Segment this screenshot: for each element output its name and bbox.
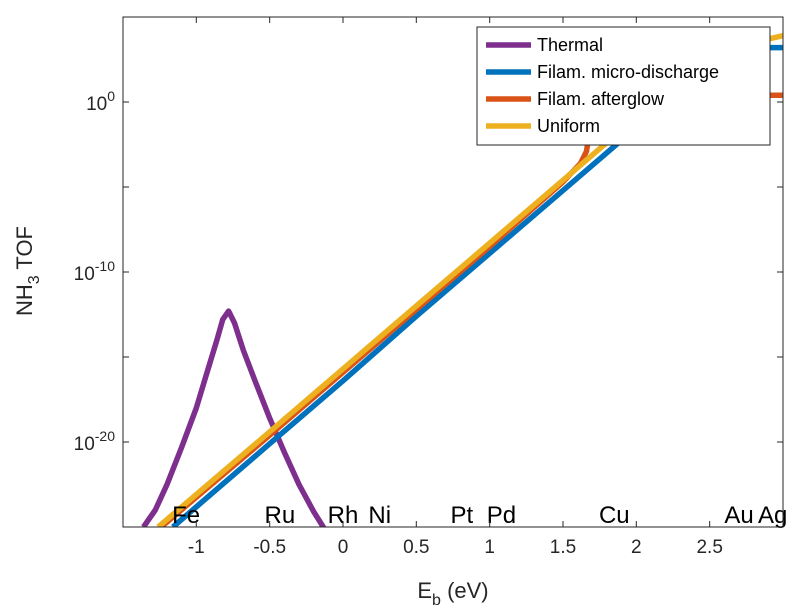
y-tick-base: 10 [86, 94, 107, 115]
x-tick-label-3: 0.5 [403, 537, 429, 558]
y-axis-label-subscript: 3 [26, 275, 43, 284]
x-axis-label-main: E [417, 578, 432, 603]
x-tick-label-5: 1.5 [550, 537, 576, 558]
legend-entries: Thermal Filam. micro-discharge Filam. afte… [486, 35, 719, 136]
element-label-1: Ru [265, 502, 296, 529]
y-tick-exponent: 0 [107, 88, 115, 104]
element-label-0: Fe [172, 502, 200, 529]
x-axis-label-unit: (eV) [441, 578, 489, 603]
element-label-3: Ni [368, 502, 391, 529]
element-label-5: Pd [487, 502, 516, 529]
element-label-6: Cu [599, 502, 630, 529]
legend-label-3: Uniform [537, 116, 600, 136]
y-tick-label-2: 100 [86, 88, 115, 115]
legend-label-1: Filam. micro-discharge [537, 62, 719, 82]
x-tick-label-4: 1 [484, 537, 495, 558]
y-tick-exponent: -20 [95, 428, 115, 444]
y-axis-label-main: NH [12, 284, 37, 316]
y-tick-label-0: 10-20 [74, 428, 116, 455]
legend: Thermal Filam. micro-discharge Filam. afte… [476, 26, 771, 146]
y-tick-label-1: 10-10 [74, 258, 116, 285]
x-tick-label-2: 0 [338, 537, 349, 558]
tick-layer [123, 17, 783, 527]
element-label-7: Au [724, 502, 753, 529]
y-axis-label: NH3 TOF [12, 226, 43, 316]
x-tick-label-6: 2 [631, 537, 642, 558]
y-axis-label-rest: TOF [12, 226, 37, 275]
legend-label-0: Thermal [537, 35, 603, 55]
x-tick-labels: -1 -0.5 0 0.5 1 1.5 2 2.5 [188, 537, 723, 558]
element-label-8: Ag [758, 502, 787, 529]
y-tick-exponent: -10 [95, 258, 115, 274]
x-tick-label-1: -0.5 [253, 537, 286, 558]
x-axis-label-subscript: b [432, 592, 441, 605]
x-tick-label-0: -1 [188, 537, 205, 558]
x-tick-label-7: 2.5 [696, 537, 722, 558]
series-line-0 [141, 308, 327, 527]
element-labels: Fe Ru Rh Ni Pt Pd Cu Au Ag [172, 502, 787, 529]
x-axis-label: Eb (eV) [417, 578, 488, 605]
legend-label-2: Filam. afterglow [537, 89, 665, 109]
element-label-4: Pt [450, 502, 473, 529]
y-tick-base: 10 [74, 434, 95, 455]
y-tick-base: 10 [74, 264, 95, 285]
